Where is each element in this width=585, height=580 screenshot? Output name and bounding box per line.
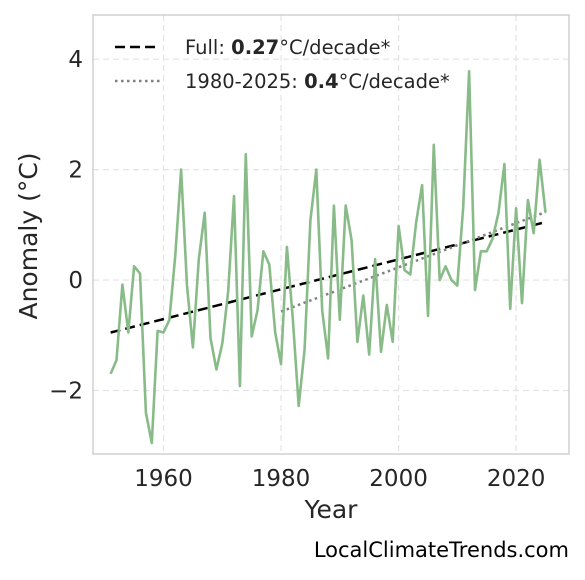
plot-frame [92,14,570,455]
x-tick-label: 2020 [487,466,546,492]
watermark-text: LocalClimateTrends.com [313,538,569,562]
anomaly-series-line [109,70,547,445]
y-tick-label: 0 [68,268,83,294]
x-tick-label: 1980 [252,466,311,492]
data-series [109,70,547,445]
legend-label-recent: 1980-2025: 0.4°C/decade* [185,70,450,93]
y-tick-label: −2 [49,378,83,404]
x-tick-label: 2000 [369,466,428,492]
trend-lines [110,210,546,334]
x-axis-title: Year [304,495,359,524]
y-tick-label: 4 [68,47,83,73]
y-tick-labels: −2 0 2 4 [49,47,83,404]
x-tick-label: 1960 [134,466,193,492]
legend: Full: 0.27°C/decade* 1980-2025: 0.4°C/de… [115,36,450,93]
y-tick-label: 2 [68,158,83,184]
x-tick-labels: 1960 1980 2000 2020 [134,466,545,492]
grid-lines [93,15,569,454]
trend-line-recent [280,210,546,313]
y-axis-title: Anomaly (°C) [14,152,43,319]
legend-label-full: Full: 0.27°C/decade* [185,36,391,59]
